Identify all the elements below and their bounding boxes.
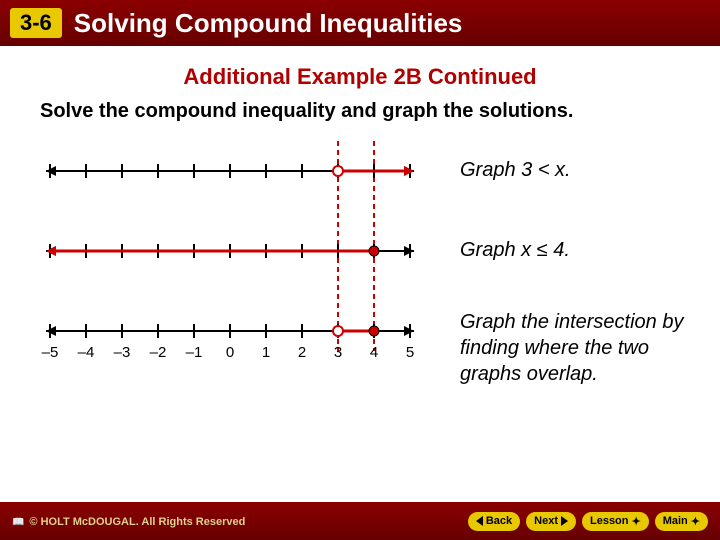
subtitle: Additional Example 2B Continued: [0, 64, 720, 90]
next-icon: [561, 516, 568, 526]
copyright-text: © HOLT McDOUGAL. All Rights Reserved: [29, 516, 245, 528]
main-label: Main: [663, 515, 688, 527]
svg-text:–1: –1: [186, 344, 203, 361]
svg-text:3: 3: [334, 344, 342, 361]
next-button[interactable]: Next: [526, 512, 576, 531]
svg-text:–3: –3: [114, 344, 131, 361]
caption-3: Graph the intersection by finding where …: [460, 309, 700, 387]
back-label: Back: [486, 515, 512, 527]
main-button[interactable]: Main✦: [655, 512, 708, 531]
caption-1: Graph 3 < x.: [460, 159, 571, 182]
svg-text:–5: –5: [42, 344, 59, 361]
main-icon: ✦: [691, 515, 700, 528]
svg-text:0: 0: [226, 344, 234, 361]
svg-text:2: 2: [298, 344, 306, 361]
footer-left: 📖 © HOLT McDOUGAL. All Rights Reserved: [12, 512, 245, 530]
publisher-logo: 📖: [12, 517, 25, 528]
lesson-button[interactable]: Lesson✦: [582, 512, 649, 531]
svg-text:–2: –2: [150, 344, 167, 361]
instruction-text: Solve the compound inequality and graph …: [40, 100, 680, 123]
caption-2: Graph x ≤ 4.: [460, 239, 570, 262]
lesson-icon: ✦: [632, 515, 641, 528]
page-title: Solving Compound Inequalities: [74, 8, 463, 39]
back-icon: [476, 516, 483, 526]
svg-text:1: 1: [262, 344, 270, 361]
header-bar: 3-6 Solving Compound Inequalities: [0, 0, 720, 46]
numberline-svg: –5 –4 –3 –2 –1 0 1 2 3 4 5: [40, 141, 420, 371]
svg-text:5: 5: [406, 344, 414, 361]
footer-bar: 📖 © HOLT McDOUGAL. All Rights Reserved B…: [0, 502, 720, 540]
back-button[interactable]: Back: [468, 512, 520, 531]
numberline-container: –5 –4 –3 –2 –1 0 1 2 3 4 5: [40, 141, 420, 381]
lesson-label: Lesson: [590, 515, 629, 527]
svg-text:–4: –4: [78, 344, 95, 361]
svg-text:4: 4: [370, 344, 378, 361]
nav-buttons: Back Next Lesson✦ Main✦: [468, 512, 708, 531]
lesson-badge: 3-6: [10, 8, 62, 38]
next-label: Next: [534, 515, 558, 527]
